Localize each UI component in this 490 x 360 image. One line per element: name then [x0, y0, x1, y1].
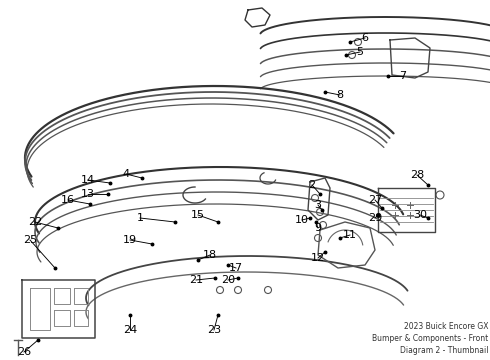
Text: 8: 8	[337, 90, 343, 100]
Text: 9: 9	[315, 223, 321, 233]
Text: 27: 27	[368, 195, 382, 205]
Text: 2023 Buick Encore GX
Bumper & Components - Front
Diagram 2 - Thumbnail: 2023 Buick Encore GX Bumper & Components…	[372, 323, 488, 355]
Text: 22: 22	[28, 217, 42, 227]
Text: 12: 12	[311, 253, 325, 263]
Text: 23: 23	[207, 325, 221, 335]
Text: 11: 11	[343, 230, 357, 240]
Text: 18: 18	[203, 250, 217, 260]
Text: 30: 30	[413, 210, 427, 220]
Text: 15: 15	[191, 210, 205, 220]
Text: 16: 16	[61, 195, 75, 205]
Text: 28: 28	[410, 170, 424, 180]
Text: 3: 3	[315, 200, 321, 210]
Text: 20: 20	[221, 275, 235, 285]
Text: 21: 21	[189, 275, 203, 285]
Text: 6: 6	[362, 33, 368, 43]
Text: 19: 19	[123, 235, 137, 245]
Text: 2: 2	[308, 180, 316, 190]
Text: 24: 24	[123, 325, 137, 335]
Text: 7: 7	[399, 71, 407, 81]
Text: 5: 5	[357, 47, 364, 57]
Text: 25: 25	[23, 235, 37, 245]
Text: 29: 29	[368, 213, 382, 223]
Text: 4: 4	[122, 169, 129, 179]
Text: 26: 26	[17, 347, 31, 357]
Text: 13: 13	[81, 189, 95, 199]
Text: 17: 17	[229, 263, 243, 273]
Text: 1: 1	[137, 213, 144, 223]
Text: 14: 14	[81, 175, 95, 185]
Text: 10: 10	[295, 215, 309, 225]
